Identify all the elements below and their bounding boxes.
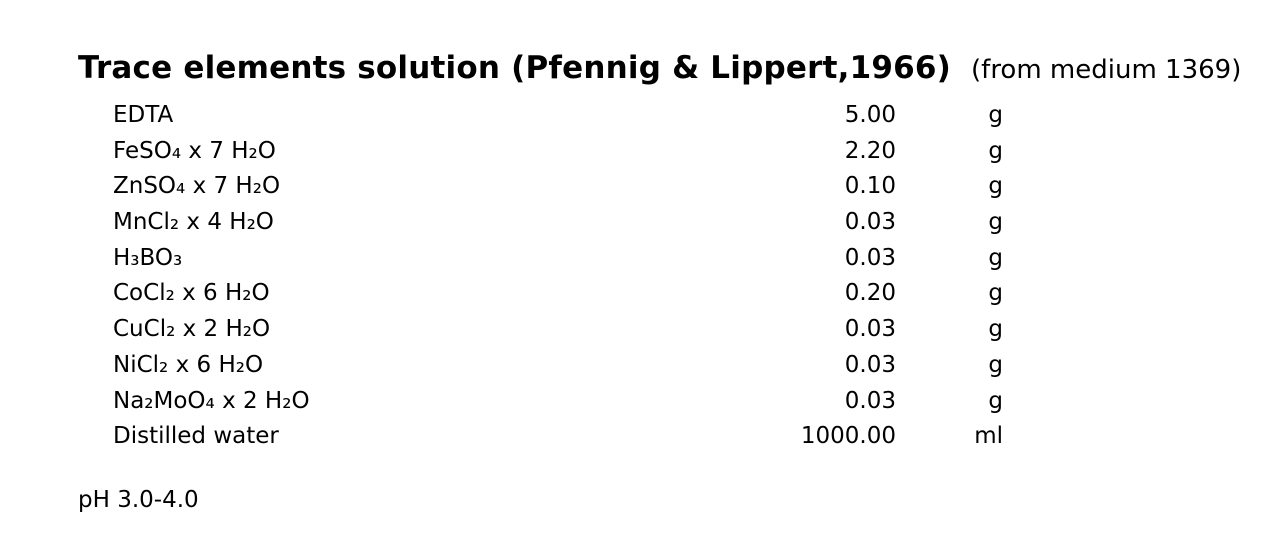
- ingredient-amount: 0.20: [844, 280, 896, 307]
- ingredient-row: CuCl₂ x 2 H₂O 0.03 g: [113, 312, 1003, 348]
- ingredient-unit: g: [988, 316, 1003, 343]
- ingredient-row: FeSO₄ x 7 H₂O 2.20 g: [113, 134, 1003, 170]
- ingredient-amount: 0.03: [844, 244, 896, 271]
- ingredient-name: CoCl₂ x 6 H₂O: [113, 280, 270, 307]
- ingredient-amount: 5.00: [844, 102, 896, 128]
- ingredient-unit: g: [988, 280, 1003, 307]
- recipe-title: Trace elements solution (Pfennig & Lippe…: [78, 50, 952, 86]
- ingredient-unit: g: [988, 351, 1003, 378]
- ingredient-unit: g: [988, 137, 1003, 164]
- ingredient-amount: 0.03: [844, 209, 896, 236]
- ingredient-name: FeSO₄ x 7 H₂O: [113, 137, 276, 164]
- ingredient-name: Na₂MoO₄ x 2 H₂O: [113, 387, 310, 414]
- ingredient-unit: g: [988, 244, 1003, 271]
- ingredient-unit: ml: [974, 423, 1003, 450]
- ingredient-row: H₃BO₃ 0.03 g: [113, 241, 1003, 277]
- ingredient-amount: 0.03: [844, 351, 896, 378]
- medium-reference-note: (from medium 1369): [971, 55, 1242, 85]
- ingredient-row: Distilled water 1000.00 ml: [113, 419, 1003, 455]
- ingredient-row: MnCl₂ x 4 H₂O 0.03 g: [113, 205, 1003, 241]
- ingredient-name: H₃BO₃: [113, 244, 183, 271]
- ingredient-row: CoCl₂ x 6 H₂O 0.20 g: [113, 276, 1003, 312]
- ingredient-name: Distilled water: [113, 423, 279, 450]
- ingredient-row: ZnSO₄ x 7 H₂O 0.10 g: [113, 169, 1003, 205]
- ingredient-unit: g: [988, 102, 1003, 128]
- ingredient-name: NiCl₂ x 6 H₂O: [113, 351, 264, 378]
- ingredient-unit: g: [988, 387, 1003, 414]
- ingredient-list: EDTA 5.00 g FeSO₄ x 7 H₂O 2.20 g ZnSO₄ x…: [113, 98, 1003, 455]
- ingredient-name: ZnSO₄ x 7 H₂O: [113, 173, 281, 200]
- ingredient-row: NiCl₂ x 6 H₂O 0.03 g: [113, 348, 1003, 384]
- ingredient-name: MnCl₂ x 4 H₂O: [113, 209, 274, 236]
- ingredient-amount: 0.03: [844, 387, 896, 414]
- ingredient-row: Na₂MoO₄ x 2 H₂O 0.03 g: [113, 384, 1003, 420]
- ingredient-name: CuCl₂ x 2 H₂O: [113, 316, 271, 343]
- ingredient-amount: 0.03: [844, 316, 896, 343]
- ingredient-name: EDTA: [113, 102, 174, 128]
- ingredient-amount: 2.20: [844, 137, 896, 164]
- ingredient-amount: 0.10: [844, 173, 896, 200]
- ingredient-amount: 1000.00: [800, 423, 896, 450]
- ingredient-row: EDTA 5.00 g: [113, 98, 1003, 134]
- ingredient-unit: g: [988, 173, 1003, 200]
- ingredient-unit: g: [988, 209, 1003, 236]
- ph-range: pH 3.0-4.0: [78, 487, 199, 513]
- page-title: Trace elements solution (Pfennig & Lippe…: [78, 50, 1242, 87]
